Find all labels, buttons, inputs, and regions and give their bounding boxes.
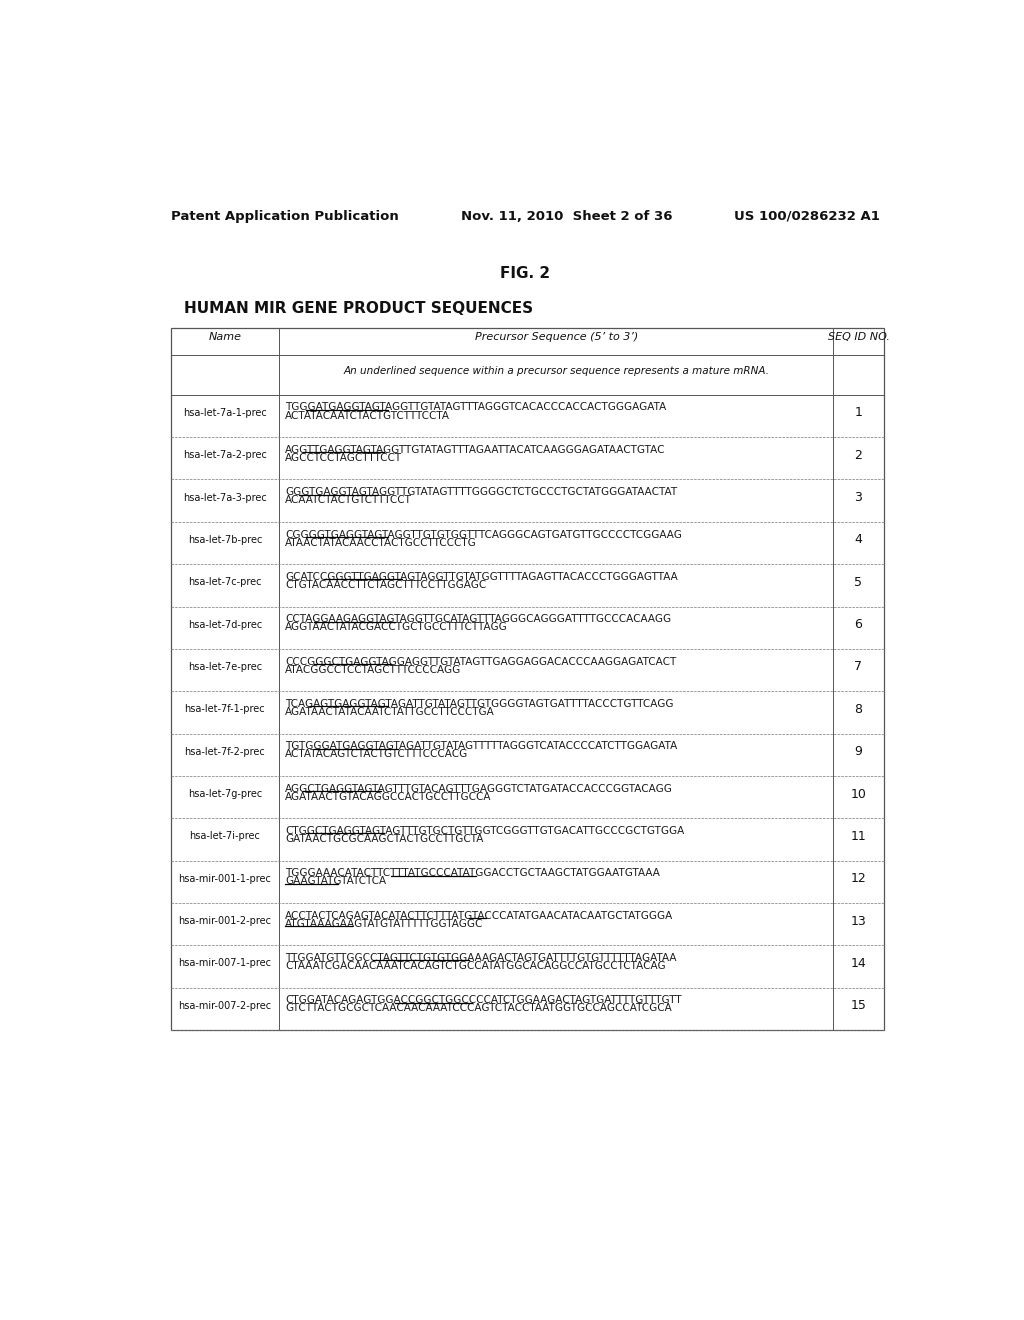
- Text: GTCTTACTGCGCTCAACAACAAATCCCAGTCTACCTAATGGTGCCAGCCATCGCA: GTCTTACTGCGCTCAACAACAAATCCCAGTCTACCTAATG…: [286, 1003, 672, 1014]
- Text: CTGGCTGAGGTAGTAGTTTGTGCTGTTGGTCGGGTTGTGACATTGCCCGCTGTGGA: CTGGCTGAGGTAGTAGTTTGTGCTGTTGGTCGGGTTGTGA…: [286, 826, 685, 836]
- Text: hsa-let-7f-2-prec: hsa-let-7f-2-prec: [184, 747, 265, 756]
- Text: hsa-let-7g-prec: hsa-let-7g-prec: [187, 789, 262, 799]
- Text: hsa-let-7b-prec: hsa-let-7b-prec: [187, 535, 262, 545]
- Text: ACAATCTACTGTCTTTCCT: ACAATCTACTGTCTTTCCT: [286, 495, 413, 506]
- Text: 10: 10: [851, 788, 866, 800]
- Text: 5: 5: [854, 576, 862, 589]
- Text: 12: 12: [851, 873, 866, 886]
- Text: Patent Application Publication: Patent Application Publication: [171, 210, 398, 223]
- Text: hsa-let-7e-prec: hsa-let-7e-prec: [187, 663, 262, 672]
- Text: hsa-mir-007-2-prec: hsa-mir-007-2-prec: [178, 1001, 271, 1011]
- Text: hsa-let-7f-1-prec: hsa-let-7f-1-prec: [184, 705, 265, 714]
- Text: AGATAACTGTACAGGCCACTGCCTTGCCA: AGATAACTGTACAGGCCACTGCCTTGCCA: [286, 792, 492, 801]
- Text: HUMAN MIR GENE PRODUCT SEQUENCES: HUMAN MIR GENE PRODUCT SEQUENCES: [183, 301, 532, 315]
- Text: 7: 7: [854, 660, 862, 673]
- Text: hsa-let-7a-3-prec: hsa-let-7a-3-prec: [183, 492, 266, 503]
- Text: AGGTTGAGGTAGTAGGTTGTATAGTTTAGAATTACATCAAGGGAGATAACTGTAC: AGGTTGAGGTAGTAGGTTGTATAGTTTAGAATTACATCAA…: [286, 445, 666, 455]
- Text: TTGGATGTTGGCCTAGTTCTGTGTGGAAAGACTAGTGATTTTGTGTTTTTTAGATAA: TTGGATGTTGGCCTAGTTCTGTGTGGAAAGACTAGTGATT…: [286, 953, 677, 964]
- Text: GCATCCGGGTTGAGGTAGTAGGTTGTATGGTTTTAGAGTTACACCCTGGGAGTTAA: GCATCCGGGTTGAGGTAGTAGGTTGTATGGTTTTAGAGTT…: [286, 572, 678, 582]
- Text: hsa-let-7d-prec: hsa-let-7d-prec: [187, 619, 262, 630]
- Text: FIG. 2: FIG. 2: [500, 267, 550, 281]
- Text: Precursor Sequence (5’ to 3’): Precursor Sequence (5’ to 3’): [474, 331, 638, 342]
- Text: hsa-let-7a-1-prec: hsa-let-7a-1-prec: [183, 408, 266, 418]
- Text: hsa-let-7c-prec: hsa-let-7c-prec: [188, 577, 261, 587]
- Text: GAAGTATGTATCTCA: GAAGTATGTATCTCA: [286, 876, 386, 887]
- Text: AGATAACTATACAATCTATTGCCTTCCCTGA: AGATAACTATACAATCTATTGCCTTCCCTGA: [286, 708, 495, 717]
- Text: GGGTGAGGTAGTAGGTTGTATAGTTTTGGGGCTCTGCCCTGCTATGGGATAACTAT: GGGTGAGGTAGTAGGTTGTATAGTTTTGGGGCTCTGCCCT…: [286, 487, 678, 498]
- Text: 4: 4: [854, 533, 862, 546]
- Text: ATGTAAAGAAGTATGTATTTTTGGTAGGC: ATGTAAAGAAGTATGTATTTTTGGTAGGC: [286, 919, 483, 929]
- Text: TGGGAAACATACTTCTTTATGCCCATATGGACCTGCTAAGCTATGGAATGTAAA: TGGGAAACATACTTCTTTATGCCCATATGGACCTGCTAAG…: [286, 869, 660, 878]
- Text: ATAACTATACAACCTACTGCCTTCCCTG: ATAACTATACAACCTACTGCCTTCCCTG: [286, 537, 477, 548]
- Text: 6: 6: [854, 618, 862, 631]
- Text: ACTATACAATCTACTGTCTTTCCTA: ACTATACAATCTACTGTCTTTCCTA: [286, 411, 451, 421]
- Text: TCAGAGTGAGGTAGTAGATTGTATAGTTGTGGGGTAGTGATTTTACCCTGTTCAGG: TCAGAGTGAGGTAGTAGATTGTATAGTTGTGGGGTAGTGA…: [286, 700, 674, 709]
- Text: CTAAATCGACAACAAATCACAGTCTGCCATATGGCACAGGCCATGCCTCTACAG: CTAAATCGACAACAAATCACAGTCTGCCATATGGCACAGG…: [286, 961, 666, 972]
- Text: 11: 11: [851, 830, 866, 843]
- Text: CTGTACAACCTTCTAGCTTTCCTTGGAGC: CTGTACAACCTTCTAGCTTTCCTTGGAGC: [286, 579, 486, 590]
- Text: AGCCTCCTAGCTTTCCT: AGCCTCCTAGCTTTCCT: [286, 453, 402, 463]
- Text: 2: 2: [854, 449, 862, 462]
- Text: 14: 14: [851, 957, 866, 970]
- Text: 3: 3: [854, 491, 862, 504]
- Text: CTGGATACAGAGTGGACCGGCTGGCCCCATCTGGAAGACTAGTGATTTTGTTTGTT: CTGGATACAGAGTGGACCGGCTGGCCCCATCTGGAAGACT…: [286, 995, 682, 1006]
- Text: hsa-mir-001-1-prec: hsa-mir-001-1-prec: [178, 874, 271, 883]
- Text: ACCTACTCAGAGTACATACTTCTTTATGTACCCATATGAACATACAATGCTATGGGA: ACCTACTCAGAGTACATACTTCTTTATGTACCCATATGAA…: [286, 911, 674, 920]
- Text: Nov. 11, 2010  Sheet 2 of 36: Nov. 11, 2010 Sheet 2 of 36: [461, 210, 673, 223]
- Text: 15: 15: [851, 999, 866, 1012]
- Text: AGGCTGAGGTAGTAGTTTGTACAGTTTGAGGGTCTATGATACCACCCGGTACAGG: AGGCTGAGGTAGTAGTTTGTACAGTTTGAGGGTCTATGAT…: [286, 784, 673, 793]
- Text: TGGGATGAGGTAGTAGGTTGTATAGTTTAGGGTCACACCCACCACTGGGAGATA: TGGGATGAGGTAGTAGGTTGTATAGTTTAGGGTCACACCC…: [286, 403, 667, 412]
- Text: CGGGGTGAGGTAGTAGGTTGTGTGGTTTCAGGGCAGTGATGTTGCCCCTCGGAAG: CGGGGTGAGGTAGTAGGTTGTGTGGTTTCAGGGCAGTGAT…: [286, 529, 682, 540]
- Text: GATAACTGCGCAAGCTACTGCCTTGCTA: GATAACTGCGCAAGCTACTGCCTTGCTA: [286, 834, 483, 843]
- Bar: [171, 327, 884, 1030]
- Text: Name: Name: [208, 331, 242, 342]
- Text: AGGTAACTATACGACCTGCTGCCTTTCTTAGG: AGGTAACTATACGACCTGCTGCCTTTCTTAGG: [286, 622, 508, 632]
- Text: 8: 8: [854, 702, 862, 715]
- Text: hsa-mir-007-1-prec: hsa-mir-007-1-prec: [178, 958, 271, 969]
- Text: 1: 1: [854, 407, 862, 420]
- Text: hsa-let-7i-prec: hsa-let-7i-prec: [189, 832, 260, 841]
- Text: An underlined sequence within a precursor sequence represents a mature mRNA.: An underlined sequence within a precurso…: [343, 366, 769, 375]
- Text: CCTAGGAAGAGGTAGTAGGTTGCATAGTTTAGGGCAGGGATTTTGCCCACAAGG: CCTAGGAAGAGGTAGTAGGTTGCATAGTTTAGGGCAGGGA…: [286, 614, 672, 624]
- Text: CCCGGGCTGAGGTAGGAGGTTGTATAGTTGAGGAGGACACCCAAGGAGATCACT: CCCGGGCTGAGGTAGGAGGTTGTATAGTTGAGGAGGACAC…: [286, 656, 677, 667]
- Text: 13: 13: [851, 915, 866, 928]
- Text: hsa-mir-001-2-prec: hsa-mir-001-2-prec: [178, 916, 271, 927]
- Text: SEQ ID NO.: SEQ ID NO.: [827, 331, 890, 342]
- Text: hsa-let-7a-2-prec: hsa-let-7a-2-prec: [183, 450, 267, 461]
- Text: ATACGGCCTCCTAGCTTTCCCCAGG: ATACGGCCTCCTAGCTTTCCCCAGG: [286, 665, 462, 675]
- Text: ACTATACAGTCTACTGTCTTTCCCACG: ACTATACAGTCTACTGTCTTTCCCACG: [286, 750, 469, 759]
- Text: US 100/0286232 A1: US 100/0286232 A1: [734, 210, 880, 223]
- Text: TGTGGGATGAGGTAGTAGATTGTATAGTTTTTAGGGTCATACCCCATCTTGGAGATA: TGTGGGATGAGGTAGTAGATTGTATAGTTTTTAGGGTCAT…: [286, 742, 678, 751]
- Text: 9: 9: [854, 746, 862, 758]
